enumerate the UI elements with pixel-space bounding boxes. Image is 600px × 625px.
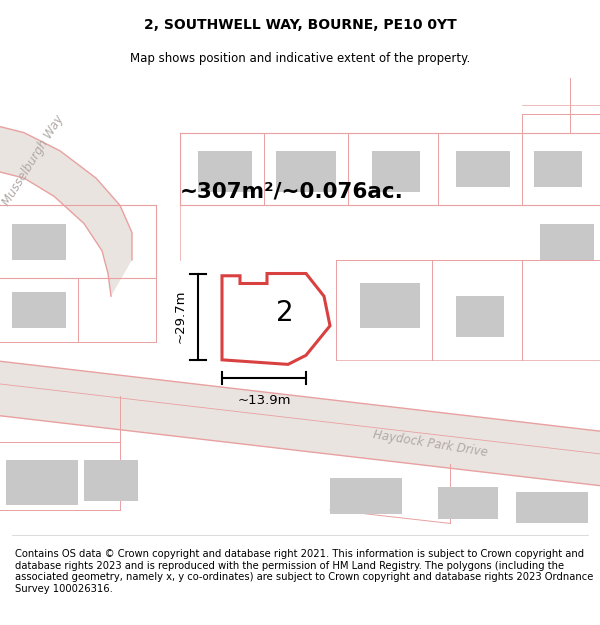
Bar: [276, 151, 336, 192]
Bar: [12, 224, 66, 260]
Text: ~29.7m: ~29.7m: [173, 290, 187, 343]
Bar: [372, 151, 420, 192]
Bar: [534, 151, 582, 187]
Text: ~13.9m: ~13.9m: [237, 394, 291, 408]
Text: Haydock Park Drive: Haydock Park Drive: [372, 428, 488, 459]
Bar: [6, 460, 78, 505]
Polygon shape: [222, 274, 330, 364]
Bar: [456, 296, 504, 337]
Bar: [456, 151, 510, 187]
Text: Map shows position and indicative extent of the property.: Map shows position and indicative extent…: [130, 52, 470, 65]
Text: Musselburgh Way: Musselburgh Way: [0, 112, 66, 208]
Bar: [12, 292, 66, 328]
Bar: [360, 282, 420, 328]
Text: 2, SOUTHWELL WAY, BOURNE, PE10 0YT: 2, SOUTHWELL WAY, BOURNE, PE10 0YT: [143, 18, 457, 32]
Bar: [84, 460, 138, 501]
Bar: [540, 224, 594, 260]
Bar: [198, 151, 252, 192]
Text: ~307m²/~0.076ac.: ~307m²/~0.076ac.: [180, 182, 404, 202]
Polygon shape: [0, 360, 600, 487]
Bar: [330, 478, 402, 514]
Bar: [516, 492, 588, 523]
Text: 2: 2: [275, 299, 293, 327]
Polygon shape: [0, 124, 132, 296]
Bar: [438, 487, 498, 519]
Text: Contains OS data © Crown copyright and database right 2021. This information is : Contains OS data © Crown copyright and d…: [15, 549, 593, 594]
